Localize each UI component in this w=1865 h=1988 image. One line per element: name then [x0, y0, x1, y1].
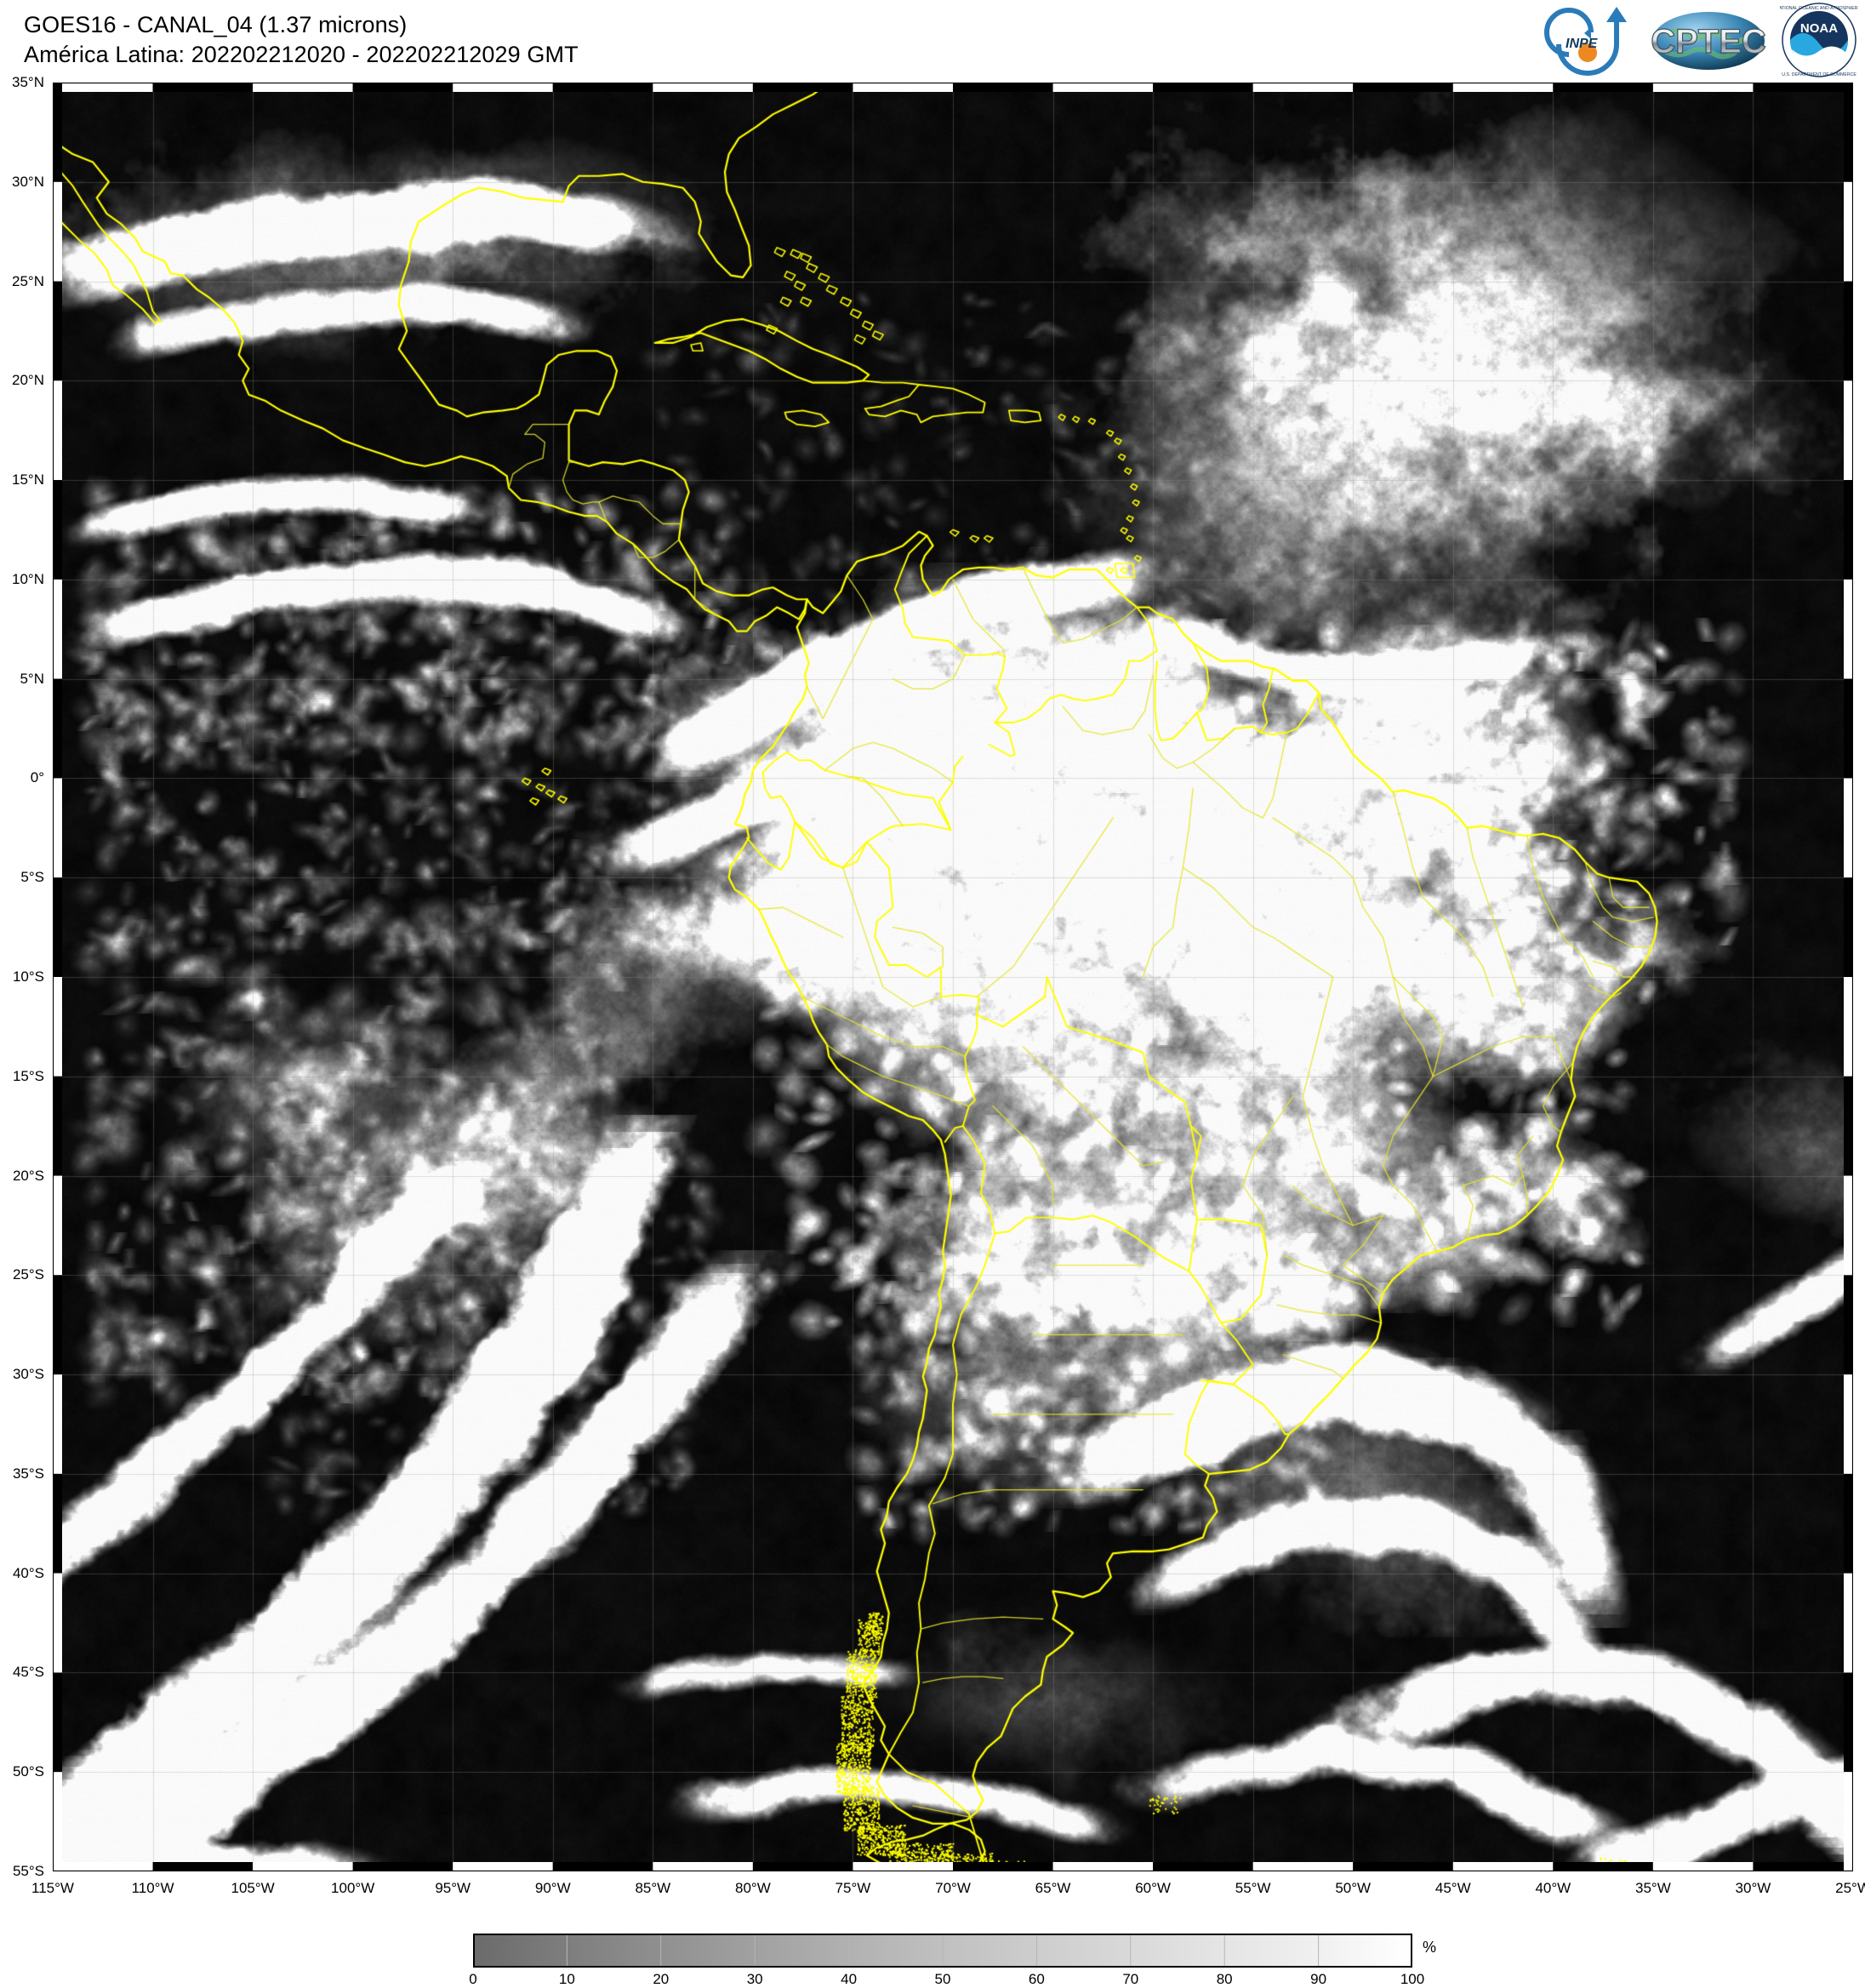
svg-text:U.S. DEPARTMENT OF COMMERCE: U.S. DEPARTMENT OF COMMERCE — [1782, 72, 1856, 77]
colorbar-tick-label: 50 — [934, 1971, 951, 1987]
colorbar-tick-label: 60 — [1028, 1971, 1045, 1987]
lon-tick-label: 110°W — [131, 1880, 174, 1896]
colorbar-unit-label: % — [1423, 1939, 1437, 1956]
lat-tick-label: 15°N — [12, 471, 44, 488]
lon-tick-label: 75°W — [835, 1880, 871, 1896]
lon-tick-label: 105°W — [231, 1880, 275, 1896]
lat-tick-label: 30°N — [12, 173, 44, 190]
colorbar-ticks — [566, 1935, 1320, 1966]
svg-text:NATIONAL OCEANIC AND ATMOSPHER: NATIONAL OCEANIC AND ATMOSPHERIC — [1780, 6, 1858, 11]
lon-tick-label: 40°W — [1535, 1880, 1571, 1896]
lon-tick-label: 25°W — [1835, 1880, 1865, 1896]
page-header: GOES16 - CANAL_04 (1.37 microns) América… — [0, 0, 1865, 83]
colorbar-tick-label: 0 — [469, 1971, 477, 1987]
lat-tick-label: 30°S — [12, 1366, 44, 1383]
lon-tick-label: 85°W — [635, 1880, 671, 1896]
noaa-logo: NOAA NATIONAL OCEANIC AND ATMOSPHERIC U.… — [1780, 3, 1858, 77]
logo-bar: INPE CPTEC — [1543, 2, 1858, 78]
lon-tick-label: 115°W — [31, 1880, 74, 1896]
lat-tick-label: 25°N — [12, 272, 44, 289]
lon-tick-label: 65°W — [1035, 1880, 1071, 1896]
product-subtitle: América Latina: 202202212020 - 202202212… — [24, 42, 579, 68]
cptec-logo: CPTEC — [1651, 12, 1766, 70]
lat-tick-label: 45°S — [12, 1664, 44, 1681]
lon-tick-label: 45°W — [1434, 1880, 1471, 1896]
svg-text:NOAA: NOAA — [1800, 21, 1838, 36]
colorbar-tick-label: 100 — [1400, 1971, 1425, 1987]
lon-tick-label: 100°W — [331, 1880, 375, 1896]
svg-text:CPTEC: CPTEC — [1651, 23, 1766, 60]
lon-tick-label: 95°W — [435, 1880, 471, 1896]
lon-tick-label: 80°W — [734, 1880, 771, 1896]
lat-tick-label: 35°S — [12, 1465, 44, 1482]
lat-tick-label: 10°N — [12, 570, 44, 587]
colorbar-tick-label: 80 — [1216, 1971, 1233, 1987]
lon-tick-label: 90°W — [534, 1880, 571, 1896]
satellite-map[interactable] — [53, 83, 1853, 1871]
lat-tick-label: 0° — [30, 769, 44, 786]
lat-tick-label: 20°S — [12, 1167, 44, 1184]
lon-tick-label: 30°W — [1735, 1880, 1771, 1896]
colorbar-tick-label: 40 — [841, 1971, 858, 1987]
lat-tick-label: 35°N — [12, 74, 44, 90]
product-title: GOES16 - CANAL_04 (1.37 microns) — [24, 12, 408, 37]
lon-tick-label: 50°W — [1335, 1880, 1372, 1896]
svg-text:INPE: INPE — [1566, 37, 1599, 51]
colorbar-tick-label: 10 — [558, 1971, 575, 1987]
title-block: GOES16 - CANAL_04 (1.37 microns) América… — [24, 10, 579, 70]
lat-tick-label: 50°S — [12, 1763, 44, 1780]
lat-tick-label: 20°N — [12, 372, 44, 389]
colorbar-tick-label: 90 — [1310, 1971, 1327, 1987]
lat-tick-label: 40°S — [12, 1564, 44, 1581]
lat-tick-label: 25°S — [12, 1266, 44, 1283]
colorbar-tick-label: 20 — [653, 1971, 670, 1987]
satellite-imagery-canvas — [53, 83, 1853, 1871]
lat-tick-label: 15°S — [12, 1067, 44, 1084]
lon-tick-label: 35°W — [1634, 1880, 1671, 1896]
lat-tick-label: 5°N — [20, 670, 44, 687]
lon-tick-label: 70°W — [935, 1880, 971, 1896]
lat-tick-label: 55°S — [12, 1863, 44, 1879]
colorbar-tick-label: 30 — [746, 1971, 763, 1987]
colorbar-tick-label: 70 — [1122, 1971, 1139, 1987]
colorbar: % 0 10 20 30 40 50 60 70 80 90 100 — [469, 1934, 1436, 1987]
lon-tick-label: 60°W — [1135, 1880, 1171, 1896]
lat-tick-label: 5°S — [20, 869, 44, 886]
lat-tick-label: 10°S — [12, 968, 44, 985]
lon-tick-label: 55°W — [1235, 1880, 1271, 1896]
inpe-logo: INPE — [1544, 7, 1627, 76]
